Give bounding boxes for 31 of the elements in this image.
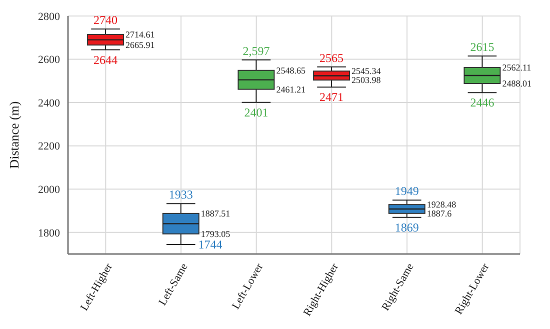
y-tick-label: 2200	[38, 140, 60, 153]
annotation: 1933	[168, 188, 193, 202]
annotation: 1869	[394, 220, 419, 234]
annotation: 2562.11	[502, 62, 532, 72]
annotation: 2,597	[242, 44, 270, 58]
annotation: 2665.91	[126, 40, 155, 50]
y-tick-label: 2600	[38, 54, 60, 66]
annotation: 2565	[320, 50, 344, 65]
annotation: 2644	[94, 52, 118, 67]
annotation: 1928.48	[426, 200, 457, 210]
annotation: 2401	[244, 105, 268, 120]
y-tick-label: 1800	[38, 227, 60, 240]
y-axis-title: Distance (m)	[6, 101, 22, 169]
annotation: 2740	[94, 12, 118, 27]
y-tick-label: 2400	[38, 97, 60, 110]
annotation: 2714.61	[126, 29, 155, 40]
annotation: 2446	[470, 96, 494, 110]
annotation: 2548.65	[276, 65, 306, 76]
annotation: 1744	[198, 237, 222, 252]
annotation: 2615	[470, 40, 494, 54]
annotation: 2471	[320, 90, 344, 104]
annotation: 2545.34	[352, 66, 382, 76]
annotation: 1887.51	[200, 208, 230, 218]
annotation: 1793.05	[200, 228, 231, 239]
y-tick-label: 2800	[38, 10, 60, 23]
y-tick-label: 2000	[38, 184, 60, 196]
annotation: 2503.98	[352, 75, 382, 86]
annotation: 2488.01	[502, 78, 532, 89]
annotation: 1949	[394, 184, 419, 198]
annotation: 1887.6	[426, 208, 452, 218]
annotation: 2461.21	[276, 84, 306, 94]
